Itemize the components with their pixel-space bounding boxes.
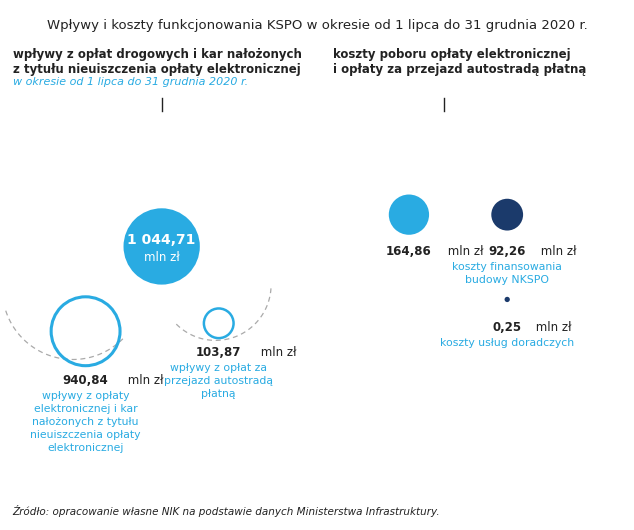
Text: mln zł: mln zł xyxy=(444,245,484,258)
Text: 940,84: 940,84 xyxy=(63,374,108,387)
Text: 103,87: 103,87 xyxy=(196,346,242,359)
Text: 92,26: 92,26 xyxy=(489,245,526,258)
Text: koszty poboru opłaty elektronicznej
i opłaty za przejazd autostradą płatną: koszty poboru opłaty elektronicznej i op… xyxy=(333,48,586,76)
Text: Wpływy i koszty funkcjonowania KSPO w okresie od 1 lipca do 31 grudnia 2020 r.: Wpływy i koszty funkcjonowania KSPO w ok… xyxy=(47,19,587,32)
Circle shape xyxy=(491,199,523,231)
Text: mln zł: mln zł xyxy=(124,374,163,387)
Text: mln zł: mln zł xyxy=(257,346,296,359)
Text: Źródło: opracowanie własne NIK na podstawie danych Ministerstwa Infrastruktury.: Źródło: opracowanie własne NIK na podsta… xyxy=(13,505,440,517)
Text: koszty usług doradczych: koszty usług doradczych xyxy=(440,338,574,348)
Text: mln zł: mln zł xyxy=(532,321,572,334)
Text: mln zł: mln zł xyxy=(144,251,179,264)
Text: 0,25: 0,25 xyxy=(493,321,522,334)
Circle shape xyxy=(505,297,510,302)
Text: wpływy z opłaty
elektronicznej i kar
nałożonych z tytułu
nieuiszczenia opłaty
el: wpływy z opłaty elektronicznej i kar nał… xyxy=(30,391,141,454)
Text: 164,86: 164,86 xyxy=(386,245,432,258)
Text: koszty finansowania
budowy NKSPO: koszty finansowania budowy NKSPO xyxy=(452,262,562,285)
Text: w okresie od 1 lipca do 31 grudnia 2020 r.: w okresie od 1 lipca do 31 grudnia 2020 … xyxy=(13,77,248,87)
Circle shape xyxy=(124,208,200,285)
Circle shape xyxy=(389,195,429,235)
Text: mln zł: mln zł xyxy=(537,245,577,258)
Text: wpływy z opłat drogowych i kar nałożonych
z tytułu nieuiszczenia opłaty elektron: wpływy z opłat drogowych i kar nałożonyc… xyxy=(13,48,302,76)
Text: 1 044,71: 1 044,71 xyxy=(127,233,196,246)
Text: wpływy z opłat za
przejazd autostradą
płatną: wpływy z opłat za przejazd autostradą pł… xyxy=(164,363,273,399)
